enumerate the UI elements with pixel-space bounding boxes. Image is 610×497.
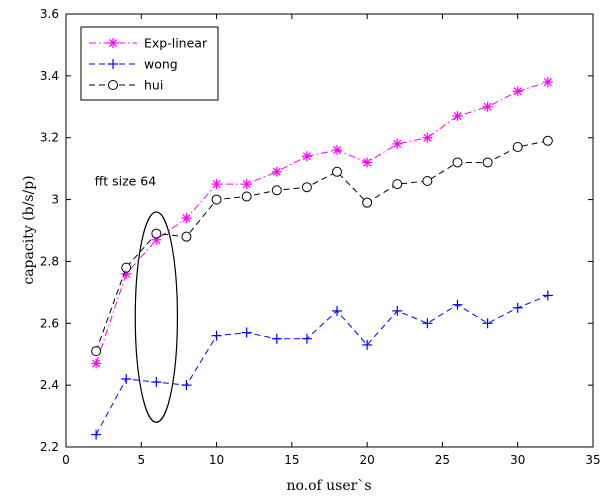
data-point-asterisk: [91, 358, 102, 369]
series-hui: [91, 135, 553, 357]
x-tick-label: 25: [435, 453, 450, 467]
data-point-plus: [542, 290, 553, 301]
data-point-circle: [452, 157, 463, 168]
x-tick-label: 20: [360, 453, 375, 467]
data-point-asterisk: [241, 179, 252, 190]
data-point-asterisk: [542, 77, 553, 88]
data-point-asterisk: [211, 179, 222, 190]
data-point-circle: [241, 191, 252, 202]
x-tick-label: 10: [209, 453, 224, 467]
data-point-asterisk: [332, 145, 343, 156]
data-point-asterisk: [482, 101, 493, 112]
data-point-asterisk: [452, 111, 463, 122]
data-point-asterisk-d2: [393, 139, 402, 148]
legend-label: Exp-linear: [144, 36, 208, 51]
y-tick-label: 3: [51, 193, 59, 207]
data-point-plus: [181, 380, 192, 391]
data-point-asterisk-d2: [272, 167, 281, 176]
data-point-circle: [542, 135, 553, 146]
y-tick-label: 2.2: [40, 440, 59, 454]
series-layer: [91, 77, 553, 440]
data-point-circle: [91, 346, 102, 357]
data-point-circle: [392, 179, 403, 190]
data-point-circle: [482, 157, 493, 168]
data-point-asterisk-d2: [242, 180, 251, 189]
data-point-plus: [392, 305, 403, 316]
data-point-asterisk-d2: [423, 133, 432, 142]
data-point-asterisk-d2: [363, 158, 372, 167]
data-point-circle: [181, 231, 192, 242]
data-point-asterisk-d2: [212, 180, 221, 189]
data-point-asterisk-d2: [483, 102, 492, 111]
data-point-circle: [362, 197, 373, 208]
legend-label: hui: [144, 78, 163, 93]
data-point-asterisk: [422, 132, 433, 143]
annotation-layer: fft size 64: [95, 174, 179, 423]
data-point-asterisk-d2: [453, 112, 462, 121]
x-tick-label: 35: [585, 453, 600, 467]
data-point-circle: [271, 185, 282, 196]
data-point-plus: [512, 302, 523, 313]
data-point-asterisk: [362, 157, 373, 168]
data-point-plus: [241, 327, 252, 338]
x-tick-label: 0: [62, 453, 70, 467]
data-point-plus: [362, 339, 373, 350]
y-tick-label: 2.6: [40, 316, 59, 330]
data-point-plus: [482, 318, 493, 329]
data-point-plus: [151, 377, 162, 388]
data-point-plus: [91, 429, 102, 440]
y-tick-label: 3.6: [40, 7, 59, 21]
data-point-plus: [301, 333, 312, 344]
y-axis-label: capacity (b/s/p): [21, 175, 37, 284]
data-point-asterisk-d2: [108, 38, 118, 48]
series-line: [95, 140, 548, 352]
y-tick-label: 3.2: [40, 131, 59, 145]
data-point-circle: [301, 182, 312, 193]
data-point-plus: [452, 299, 463, 310]
x-tick-label: 30: [510, 453, 525, 467]
x-tick-label: 15: [284, 453, 299, 467]
data-point-asterisk: [301, 151, 312, 162]
data-point-circle: [108, 80, 118, 90]
data-point-asterisk: [512, 86, 523, 97]
data-point-circle: [121, 262, 132, 273]
legend: Exp-linear wong hui: [80, 26, 219, 101]
data-point-asterisk: [392, 138, 403, 149]
data-point-asterisk-d2: [543, 78, 552, 87]
series-wong: [91, 290, 553, 440]
annotation-ellipse: [134, 211, 179, 423]
data-point-asterisk-d2: [92, 359, 101, 368]
data-point-asterisk: [108, 38, 118, 48]
data-point-plus: [211, 330, 222, 341]
data-point-plus: [271, 333, 282, 344]
data-point-asterisk-d2: [513, 87, 522, 96]
y-tick-label: 2.4: [40, 378, 59, 392]
series-line: [95, 81, 548, 364]
axis-ticks: 0 5 10 15 20 25 30 35 2.2 2.4 2.6 2.8 3 3.2 3.4 3.6: [40, 7, 601, 467]
data-point-circle: [151, 228, 162, 239]
data-point-asterisk-d2: [302, 152, 311, 161]
x-axis-label: no.of user`s: [286, 478, 371, 494]
data-point-plus: [108, 59, 118, 69]
y-tick-label: 3.4: [40, 69, 59, 83]
data-point-circle: [332, 166, 343, 177]
data-point-asterisk: [271, 166, 282, 177]
data-point-plus: [332, 305, 343, 316]
y-tick-label: 2.8: [40, 254, 59, 268]
data-point-circle: [422, 176, 433, 187]
data-point-circle: [512, 141, 523, 152]
data-point-plus: [422, 318, 433, 329]
data-point-asterisk: [181, 213, 192, 224]
data-point-asterisk-d2: [182, 214, 191, 223]
data-point-circle: [211, 194, 222, 205]
series-line: [95, 295, 548, 435]
legend-label: wong: [144, 57, 178, 72]
annotation-text: fft size 64: [95, 174, 157, 189]
data-point-asterisk-d2: [333, 146, 342, 155]
data-point-plus: [121, 373, 132, 384]
x-tick-label: 5: [137, 453, 145, 467]
